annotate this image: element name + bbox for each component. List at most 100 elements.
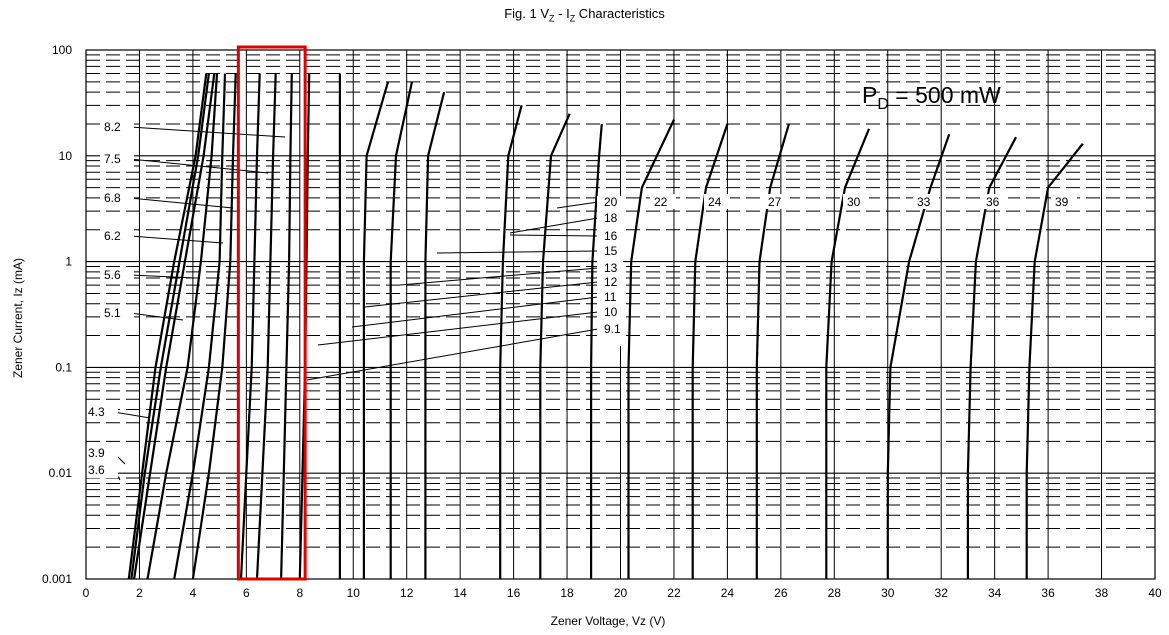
x-axis-label: Zener Voltage, Vz (V) [551, 614, 666, 628]
x-tick-label: 40 [1148, 586, 1162, 600]
curves [127, 73, 1084, 580]
curve-4.7 [146, 73, 219, 580]
leader-line [113, 411, 151, 419]
curve-30 [966, 136, 1017, 579]
curve-label: 10 [604, 305, 618, 319]
leader-line [509, 217, 599, 234]
curve-5.1 [173, 73, 227, 580]
leader-line [306, 328, 599, 381]
x-tick-label: 4 [190, 586, 197, 600]
x-tick-label: 28 [828, 586, 842, 600]
x-tick-label: 30 [881, 586, 895, 600]
curve-20 [691, 123, 729, 579]
label-leaders [113, 126, 599, 481]
x-tick-label: 22 [667, 586, 681, 600]
label-bg [1051, 194, 1077, 209]
curve-label: 4.3 [88, 405, 105, 419]
curve-label: 33 [917, 195, 931, 209]
curve-label: 12 [604, 275, 618, 289]
leader-line [556, 201, 599, 209]
y-tick-label: 0.1 [55, 360, 72, 374]
x-tick-label: 34 [988, 586, 1002, 600]
curve-label: 9.1 [604, 322, 621, 336]
leader-line [509, 234, 599, 237]
x-tick-label: 18 [560, 586, 574, 600]
curve-33 [1025, 143, 1084, 579]
curve-4.3 [133, 73, 216, 580]
leader-line [364, 281, 599, 308]
leader-line [351, 296, 599, 328]
y-axis-label: Zener Current, Iz (mA) [11, 258, 25, 378]
x-tick-label: 20 [614, 586, 628, 600]
x-tick-label: 2 [136, 586, 143, 600]
label-bg [100, 306, 134, 321]
curve-label: 24 [708, 195, 722, 209]
curve-label: 27 [768, 195, 782, 209]
x-tick-label: 32 [935, 586, 949, 600]
curve-27 [886, 133, 951, 579]
curve-label: 18 [604, 211, 618, 225]
curve-label: 22 [654, 195, 668, 209]
label-bg [843, 194, 869, 209]
curve-label: 13 [604, 261, 618, 275]
curve-label: 8.2 [104, 120, 121, 134]
leader-line [436, 250, 599, 254]
y-tick-label: 1 [65, 255, 72, 269]
curve-label: 5.1 [104, 306, 121, 320]
leader-line [129, 235, 224, 244]
label-bg [913, 194, 939, 209]
x-tick-label: 38 [1095, 586, 1109, 600]
label-bg [100, 268, 134, 283]
x-tick-label: 0 [83, 586, 90, 600]
x-tick-label: 8 [296, 586, 303, 600]
x-tick-label: 36 [1041, 586, 1055, 600]
chart-title: Fig. 1 VZ - IZ Characteristics [504, 6, 665, 24]
x-tick-label: 26 [774, 586, 788, 600]
x-tick-label: 14 [453, 586, 467, 600]
leader-line [129, 312, 184, 321]
plot-frame [85, 49, 1156, 580]
curve-10 [362, 81, 390, 579]
leader-line [129, 274, 196, 279]
label-bg [597, 196, 623, 346]
label-bg [100, 120, 134, 135]
label-bg [84, 446, 118, 461]
curve-15 [539, 113, 571, 579]
curve-label: 20 [604, 195, 618, 209]
x-tick-label: 12 [400, 586, 414, 600]
curve-5.6 [191, 73, 237, 580]
x-tick-label: 24 [721, 586, 735, 600]
x-tick-label: 16 [507, 586, 521, 600]
curve-18 [627, 119, 675, 579]
curve-24 [825, 128, 871, 579]
y-tick-label: 0.01 [49, 466, 73, 480]
curve-label: 3.9 [88, 446, 105, 460]
power-annotation: PD = 500 mW [862, 82, 1001, 113]
leader-line [399, 267, 599, 286]
curve-11 [389, 81, 414, 579]
curve-label: 16 [604, 229, 618, 243]
curve-label: 6.8 [104, 191, 121, 205]
curve-label: 15 [604, 244, 618, 258]
label-bg [100, 152, 134, 167]
y-tick-label: 10 [59, 149, 73, 163]
curve-6.2 [239, 73, 261, 580]
curve-label: 7.5 [104, 152, 121, 166]
curve-label: 5.6 [104, 268, 121, 282]
label-bg [84, 405, 118, 420]
curve-22 [755, 123, 790, 579]
curve-label: 36 [986, 195, 1000, 209]
curve-label: 39 [1055, 195, 1069, 209]
curve-labels: 8.27.56.86.25.65.14.33.93.62018161513121… [84, 120, 1077, 478]
leader-line [129, 158, 269, 174]
curve-label: 3.6 [88, 463, 105, 477]
curve-label: 30 [847, 195, 861, 209]
leader-line [129, 197, 234, 209]
label-bg [100, 191, 134, 206]
curve-label: 11 [604, 290, 617, 304]
curve-3.6 [127, 73, 208, 580]
y-tick-label: 100 [52, 43, 72, 57]
label-bg [982, 194, 1008, 209]
x-tick-label: 6 [243, 586, 250, 600]
